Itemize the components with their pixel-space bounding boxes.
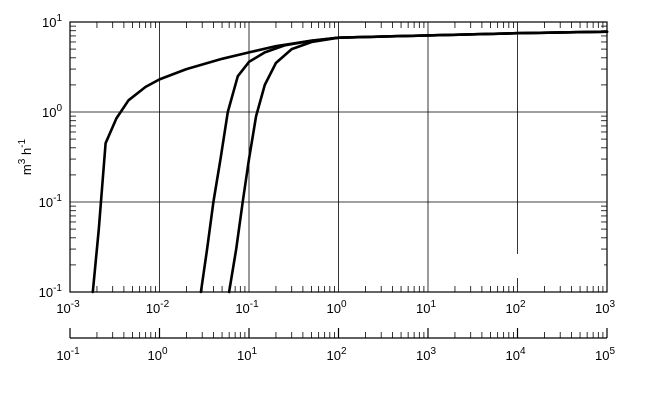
- y-tick-label: 100: [42, 103, 62, 120]
- y-axis-label-part: -1: [17, 138, 28, 147]
- x-tick-label-base: 10: [326, 301, 340, 316]
- y-tick-label: 10-1: [39, 283, 63, 300]
- y-tick-label-exponent: 1: [56, 13, 62, 24]
- secondary-tick-label-base: 10: [595, 348, 609, 363]
- x-tick-label: 100: [326, 299, 346, 316]
- secondary-tick-label-base: 10: [326, 348, 340, 363]
- secondary-tick-label-exponent: 2: [341, 346, 347, 357]
- x-tick-label-exponent: 2: [520, 299, 526, 310]
- y-axis-label: m3 h-1: [17, 138, 34, 175]
- x-tick-label: 102: [505, 299, 525, 316]
- y-tick-label: 101: [42, 13, 62, 30]
- secondary-tick-label-base: 10: [416, 348, 430, 363]
- series-2-line: [199, 30, 609, 294]
- x-tick-label-exponent: -2: [160, 299, 169, 310]
- series-3-line: [227, 30, 609, 294]
- y-tick-label-base: 10: [39, 195, 53, 210]
- x-tick-label: 10-2: [146, 299, 170, 316]
- x-tick-label: 10-1: [235, 299, 259, 316]
- secondary-tick-label-exponent: 1: [251, 346, 257, 357]
- x-tick-label-base: 10: [505, 301, 519, 316]
- y-tick-label-base: 10: [42, 105, 56, 120]
- x-tick-label: 101: [416, 299, 436, 316]
- secondary-tick-label-base: 10: [56, 348, 70, 363]
- x-tick-label-base: 10: [416, 301, 430, 316]
- secondary-tick-label-base: 10: [505, 348, 519, 363]
- x-tick-label-exponent: 3: [609, 299, 615, 310]
- secondary-tick-label: 101: [237, 346, 257, 363]
- y-tick-label: 10-1: [39, 193, 63, 210]
- y-tick-label-exponent: -1: [53, 283, 62, 294]
- y-tick-label-exponent: 0: [56, 103, 62, 114]
- x-tick-label-base: 10: [56, 301, 70, 316]
- y-tick-label-exponent: -1: [53, 193, 62, 204]
- secondary-tick-label-base: 10: [237, 348, 251, 363]
- secondary-tick-label-base: 10: [147, 348, 161, 363]
- x-tick-label-exponent: 0: [341, 299, 347, 310]
- secondary-tick-label: 10-1: [56, 346, 80, 363]
- x-tick-label-base: 10: [595, 301, 609, 316]
- y-axis-label-part: 3: [17, 158, 28, 164]
- secondary-tick-label-exponent: 4: [520, 346, 526, 357]
- secondary-tick-label: 104: [505, 346, 525, 363]
- secondary-tick-label: 102: [326, 346, 346, 363]
- series-1-line: [91, 30, 609, 294]
- x-tick-label-exponent: -1: [250, 299, 259, 310]
- secondary-tick-label: 105: [595, 346, 615, 363]
- x-tick-label: 103: [595, 299, 615, 316]
- x-tick-label-base: 10: [146, 301, 160, 316]
- x-tick-label-exponent: -3: [71, 299, 80, 310]
- y-tick-label-base: 10: [39, 285, 53, 300]
- y-axis-label-part: m: [19, 164, 34, 175]
- secondary-tick-label-exponent: 0: [162, 346, 168, 357]
- secondary-tick-label: 103: [416, 346, 436, 363]
- secondary-tick-label: 100: [147, 346, 167, 363]
- secondary-tick-label-exponent: 5: [609, 346, 615, 357]
- secondary-tick-label-exponent: -1: [71, 346, 80, 357]
- x-tick-label-exponent: 1: [430, 299, 436, 310]
- y-tick-label-base: 10: [42, 15, 56, 30]
- y-axis-label-part: h: [19, 148, 34, 159]
- x-tick-label-base: 10: [235, 301, 249, 316]
- annotation-background: [515, 254, 604, 278]
- secondary-tick-label-exponent: 3: [430, 346, 436, 357]
- x-tick-label: 10-3: [56, 299, 80, 316]
